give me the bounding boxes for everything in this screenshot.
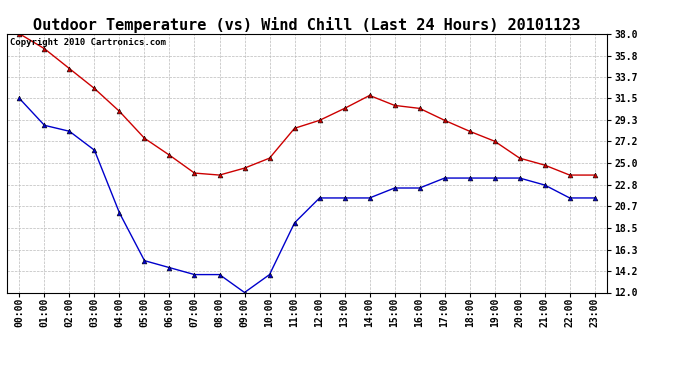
Text: Copyright 2010 Cartronics.com: Copyright 2010 Cartronics.com (10, 38, 166, 46)
Title: Outdoor Temperature (vs) Wind Chill (Last 24 Hours) 20101123: Outdoor Temperature (vs) Wind Chill (Las… (33, 16, 581, 33)
